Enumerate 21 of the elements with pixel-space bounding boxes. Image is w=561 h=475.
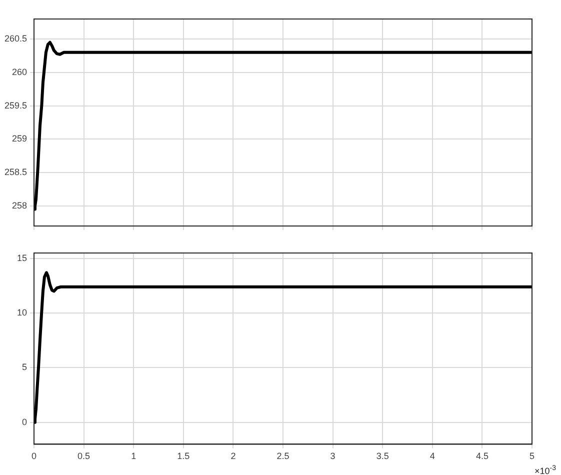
y-tick-label: 260 (12, 66, 27, 77)
x-tick-label: 1 (131, 451, 136, 462)
x-tick-label: 3 (330, 451, 336, 462)
y-tick-label: 259 (12, 134, 27, 144)
y-tick-label: 10 (16, 308, 27, 318)
y-tick-label: 258 (12, 200, 27, 210)
x-tick-label: 1.5 (177, 451, 190, 462)
x-tick-label: 0.5 (78, 451, 90, 462)
x-tick-label: 4 (430, 451, 435, 462)
x-tick-label: 0 (31, 451, 37, 462)
y-tick-label: 258.5 (4, 167, 27, 178)
y-tick-label: 15 (16, 252, 27, 263)
x-tick-label: 2 (230, 451, 236, 462)
y-tick-label: 5 (22, 362, 27, 372)
y-tick-label: 0 (22, 416, 27, 427)
y-tick-label: 259.5 (4, 100, 27, 110)
x-tick-label: 4.5 (476, 451, 488, 462)
x-tick-label: 3.5 (376, 451, 389, 462)
x-tick-label: 2.5 (276, 451, 290, 462)
x-tick-label: 5 (529, 451, 535, 462)
y-tick-label: 260.5 (4, 34, 27, 44)
